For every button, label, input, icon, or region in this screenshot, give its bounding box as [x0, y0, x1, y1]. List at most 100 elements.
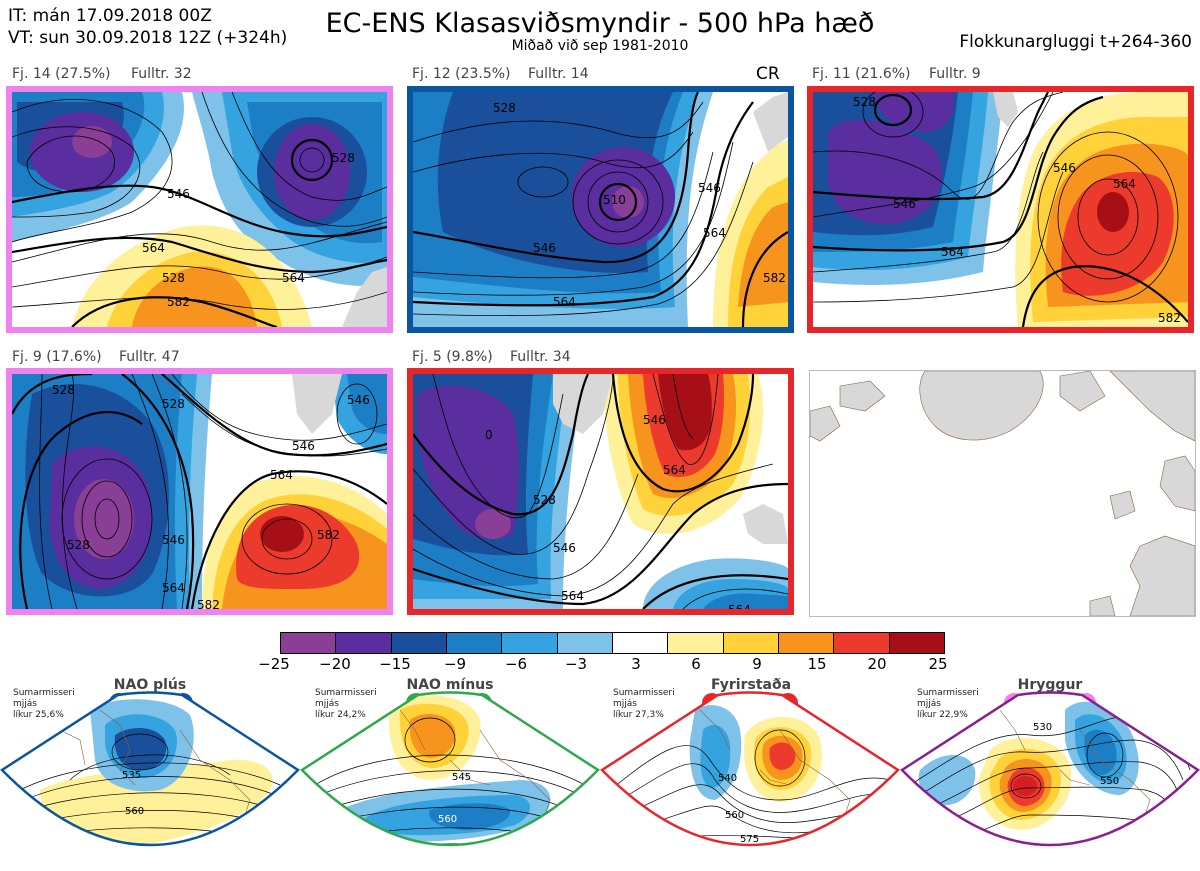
contour-label: 528	[493, 101, 516, 115]
regime-3-probability: líkur 27,3%	[613, 710, 664, 720]
colorbar	[280, 632, 945, 654]
colorbar-bin	[501, 633, 557, 653]
contour-label: 535	[122, 770, 141, 781]
regime-1-map: 535 560	[0, 691, 300, 847]
panel-2-fulltr: Fulltr. 14	[528, 66, 589, 82]
contour-label: 582	[1158, 311, 1181, 325]
regime-1-season: Sumarmisseri	[13, 688, 75, 698]
contour-label: 564	[703, 226, 726, 240]
panel-4-label: Fj. 9 (17.6%)	[12, 349, 102, 365]
classification-window: Flokkunargluggi t+264-360	[959, 32, 1192, 52]
cluster-map-1: 528 546 564 564 582 528	[6, 86, 393, 333]
contour-label: 546	[698, 181, 721, 195]
panel-4-fulltr: Fulltr. 47	[119, 349, 180, 365]
colorbar-tick: 25	[928, 655, 948, 673]
contour-label: 560	[438, 814, 457, 825]
empty-basemap	[809, 370, 1196, 617]
regime-2-season: Sumarmisseri	[315, 688, 377, 698]
contour-label: 564	[142, 241, 165, 255]
contour-label: 546	[533, 241, 556, 255]
page-title: EC-ENS Klasasviðsmyndir - 500 hPa hæð	[325, 8, 875, 39]
regime-3-note: Sumarmisseri mjjás líkur 27,3%	[613, 688, 675, 721]
colorbar-tick: 3	[631, 655, 641, 673]
regime-4-map: 530 550 575	[900, 691, 1200, 850]
regime-2-probability: líkur 24,2%	[315, 710, 366, 720]
cluster-map-5: 528 546 564 564 564 546 0	[407, 368, 794, 615]
regime-4-months: mjjás	[917, 699, 941, 709]
colorbar-tick: −6	[504, 655, 528, 673]
contour-label: 546	[643, 413, 666, 427]
regime-2-note: Sumarmisseri mjjás líkur 24,2%	[315, 688, 377, 721]
panel-2-label: Fj. 12 (23.5%)	[412, 66, 511, 82]
contour-label: 530	[1033, 722, 1052, 733]
valid-time: VT: sun 30.09.2018 12Z (+324h)	[8, 28, 288, 48]
panel-5-label: Fj. 5 (9.8%)	[412, 349, 493, 365]
panel-2-tag: CR	[756, 64, 780, 84]
colorbar-tick: −20	[319, 655, 351, 673]
contour-label: 528	[332, 151, 355, 165]
contour-label: 546	[553, 541, 576, 555]
contour-label: 564	[941, 245, 964, 259]
colorbar-tick: 6	[691, 655, 701, 673]
cluster-map-3: 546 564 546 564 528 582	[807, 86, 1194, 333]
colorbar-tick: −25	[258, 655, 290, 673]
contour-label: 575	[740, 834, 759, 845]
colorbar-tick: 9	[752, 655, 762, 673]
contour-label: 582	[197, 598, 220, 609]
regime-3-title: Fyrirstaða	[710, 677, 792, 693]
regime-1-note: Sumarmisseri mjjás líkur 25,6%	[13, 688, 75, 721]
colorbar-tick: −15	[379, 655, 411, 673]
regime-4-season: Sumarmisseri	[917, 688, 979, 698]
panel-1-fulltr: Fulltr. 32	[131, 66, 192, 82]
contour-label: 546	[167, 187, 190, 201]
contour-label: 546	[292, 439, 315, 453]
contour-label: 510	[603, 193, 626, 207]
colorbar-bin	[445, 633, 502, 653]
regime-4-probability: líkur 22,9%	[917, 710, 968, 720]
panel-5-fulltr: Fulltr. 34	[510, 349, 571, 365]
panel-3-label: Fj. 11 (21.6%)	[812, 66, 911, 82]
regime-1-title: NAO plús	[113, 677, 187, 693]
colorbar-bin	[281, 633, 336, 653]
cluster-map-4: 528 546 564 582 546 528 546 564 582 528	[6, 368, 393, 615]
contour-label: 564	[553, 295, 576, 309]
contour-label: 546	[162, 533, 185, 547]
colorbar-bin	[611, 633, 668, 653]
colorbar-bin	[722, 633, 778, 653]
init-time: IT: mán 17.09.2018 00Z	[8, 6, 212, 26]
regime-4-note: Sumarmisseri mjjás líkur 22,9%	[917, 688, 979, 721]
contour-label: 575	[1095, 839, 1114, 850]
contour-label: 528	[67, 538, 90, 552]
colorbar-tick: −9	[443, 655, 467, 673]
colorbar-bin	[777, 633, 834, 653]
contour-label: 564	[162, 581, 185, 595]
contour-label: 0	[485, 428, 493, 442]
colorbar-bin	[888, 633, 944, 653]
contour-label: 528	[162, 397, 185, 411]
colorbar-tick: −3	[564, 655, 588, 673]
contour-label: 546	[347, 393, 370, 407]
contour-label: 564	[728, 603, 751, 609]
colorbar-bin	[833, 633, 889, 653]
colorbar-bin	[556, 633, 612, 653]
colorbar-bin	[390, 633, 446, 653]
panel-3-fulltr: Fulltr. 9	[929, 66, 981, 82]
regime-1-probability: líkur 25,6%	[13, 710, 64, 720]
regime-3-months: mjjás	[613, 699, 637, 709]
contour-label: 564	[270, 468, 293, 482]
colorbar-bin	[667, 633, 723, 653]
regime-3-map: 540 560 575	[600, 691, 900, 847]
cluster-map-2: 510 528 546 564 564 582 546 528	[407, 86, 794, 333]
regime-3-season: Sumarmisseri	[613, 688, 675, 698]
page-subtitle: Miðað við sep 1981-2010	[511, 38, 689, 54]
contour-label: 528	[853, 95, 876, 109]
contour-label: 528	[162, 271, 185, 285]
contour-label: 564	[1113, 177, 1136, 191]
colorbar-bin	[335, 633, 391, 653]
panel-1-label: Fj. 14 (27.5%)	[12, 66, 111, 82]
contour-label: 528	[533, 493, 556, 507]
contour-label: 540	[718, 773, 737, 784]
contour-label: 546	[893, 197, 916, 211]
regime-2-map: 545 560 575	[300, 691, 600, 847]
contour-label: 550	[1100, 776, 1119, 787]
